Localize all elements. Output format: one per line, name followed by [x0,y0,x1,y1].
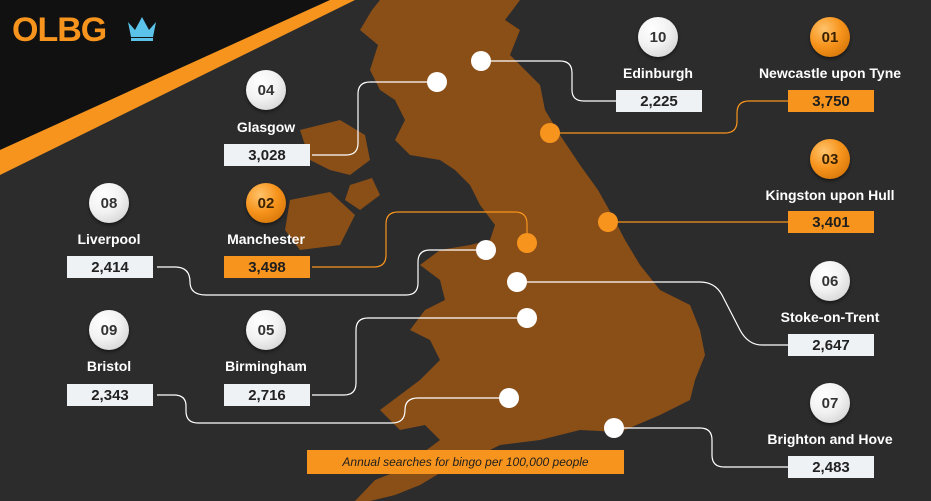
olbg-logo: OLBG [12,11,107,49]
value-birmingham: 2,716 [224,384,310,406]
value-brighton: 2,483 [788,456,874,478]
rank-ball-liverpool: 08 [89,183,129,223]
rank-ball-brighton: 07 [810,383,850,423]
value-stoke: 2,647 [788,334,874,356]
rank-ball-manchester: 02 [246,183,286,223]
city-name-liverpool: Liverpool [77,231,141,247]
marker-liverpool [476,240,496,260]
marker-newcastle [540,123,560,143]
city-name-bristol: Bristol [86,358,132,374]
value-liverpool: 2,414 [67,256,153,278]
northern-ireland-edge [285,192,355,250]
marker-glasgow [427,72,447,92]
marker-manchester [517,233,537,253]
connector-brighton [614,427,788,468]
city-name-stoke: Stoke-on-Trent [780,309,880,325]
island-west [345,178,380,210]
rank-ball-hull: 03 [810,139,850,179]
crown-icon [128,17,156,41]
rank-ball-birmingham: 05 [246,310,286,350]
scottish-peninsula [300,120,370,175]
connector-birmingham [312,317,527,396]
rank-ball-edinburgh: 10 [638,17,678,57]
value-newcastle: 3,750 [788,90,874,112]
marker-bristol [499,388,519,408]
connector-newcastle [550,100,788,134]
diagonal-stripe-orange [0,0,355,175]
city-name-birmingham: Birmingham [225,358,307,374]
rank-ball-newcastle: 01 [810,17,850,57]
marker-birmingham [517,308,537,328]
value-edinburgh: 2,225 [616,90,702,112]
city-name-brighton: Brighton and Hove [767,431,893,447]
city-name-manchester: Manchester [227,231,305,247]
city-name-edinburgh: Edinburgh [623,65,693,81]
value-hull: 3,401 [788,211,874,233]
city-name-glasgow: Glasgow [236,119,296,135]
marker-edinburgh [471,51,491,71]
marker-stoke [507,272,527,292]
connector-stoke [517,281,788,346]
marker-hull [598,212,618,232]
connector-glasgow [312,81,437,156]
rank-ball-stoke: 06 [810,261,850,301]
rank-ball-glasgow: 04 [246,70,286,110]
connector-edinburgh [481,60,616,102]
value-bristol: 2,343 [67,384,153,406]
rank-ball-bristol: 09 [89,310,129,350]
value-manchester: 3,498 [224,256,310,278]
value-glasgow: 3,028 [224,144,310,166]
connector-lines [157,60,788,468]
connector-liverpool [157,249,486,296]
connector-bristol [157,394,509,424]
city-name-newcastle: Newcastle upon Tyne [758,65,902,81]
caption-note: Annual searches for bingo per 100,000 pe… [307,450,624,474]
city-name-hull: Kingston upon Hull [765,187,895,203]
connector-manchester [312,211,528,268]
marker-brighton [604,418,624,438]
